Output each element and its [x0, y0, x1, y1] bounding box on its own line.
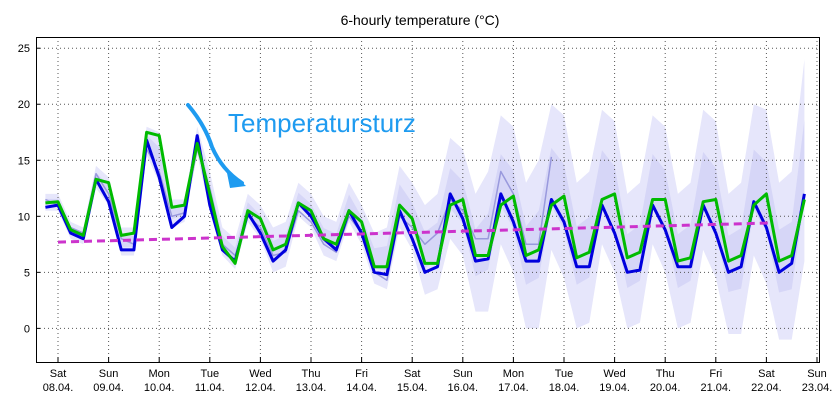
x-tick-date: 20.04. [650, 382, 681, 394]
x-tick-date: 22.04. [751, 382, 782, 394]
x-tick-date: 18.04. [549, 382, 580, 394]
y-tick-label: 20 [18, 99, 30, 111]
x-tick-day: Tue [201, 368, 220, 380]
y-tick-label: 0 [24, 323, 30, 335]
x-tick-day: Fri [355, 368, 368, 380]
x-tick-day: Sun [807, 368, 827, 380]
x-tick-day: Mon [503, 368, 524, 380]
x-tick-date: 15.04. [397, 382, 428, 394]
x-tick-day: Tue [555, 368, 574, 380]
x-axis-ticks: Sat 08.04. Sun 09.04. Mon 10.04. Tue 11.04. Wed 1… [43, 357, 832, 394]
x-tick-date: 17.04. [498, 382, 529, 394]
trend-line [57, 221, 769, 244]
x-tick-day: Thu [656, 368, 675, 380]
plot-frame [36, 37, 820, 363]
x-tick-day: Sat [404, 368, 421, 380]
series-lines [45, 130, 806, 281]
x-tick-date: 16.04. [448, 382, 479, 394]
x-tick-day: Sun [99, 368, 119, 380]
annotation-text: Temperatursturz [228, 108, 416, 138]
x-tick-date: 21.04. [701, 382, 732, 394]
x-tick-day: Wed [249, 368, 271, 380]
x-tick-date: 19.04. [599, 382, 630, 394]
x-tick-date: 23.04. [802, 382, 832, 394]
spread-inner-band [45, 119, 805, 293]
annotation-arrow [186, 103, 246, 188]
chart-title: 6-hourly temperature (°C) [341, 12, 500, 28]
series-line-2 [45, 130, 806, 269]
y-tick-label: 5 [24, 267, 30, 279]
y-tick-label: 10 [18, 211, 30, 223]
x-tick-date: 14.04. [346, 382, 377, 394]
x-tick-date: 13.04. [296, 382, 327, 394]
x-tick-day: Sat [758, 368, 775, 380]
annotation-arrow-head [226, 168, 246, 188]
x-tick-date: 12.04. [245, 382, 276, 394]
series-line-1 [45, 134, 806, 277]
x-tick-date: 10.04. [144, 382, 175, 394]
y-tick-label: 25 [18, 43, 30, 55]
x-tick-day: Sun [453, 368, 473, 380]
x-tick-day: Mon [148, 368, 169, 380]
x-tick-date: 08.04. [43, 382, 74, 394]
y-tick-label: 15 [18, 155, 30, 167]
x-tick-date: 09.04. [93, 382, 124, 394]
x-tick-day: Sat [50, 368, 67, 380]
x-tick-day: Fri [709, 368, 722, 380]
x-tick-date: 11.04. [195, 382, 225, 394]
x-tick-day: Thu [302, 368, 321, 380]
x-tick-day: Wed [603, 368, 625, 380]
